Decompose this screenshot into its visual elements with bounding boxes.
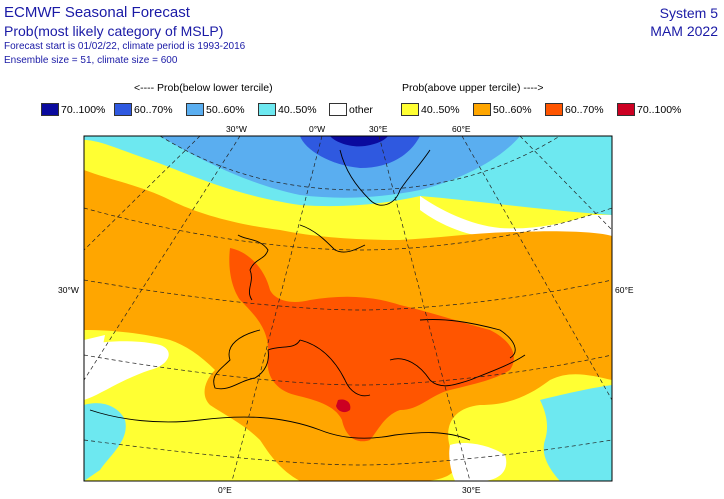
map-frame [83,135,613,482]
baltic-coast [299,224,366,253]
ensemble-info: Ensemble size = 51, climate size = 600 [4,55,178,66]
map-subtitle: Prob(most likely category of MSLP) [4,23,224,39]
legend-above-title: Prob(above upper tercile) ----> [402,82,544,94]
legend-label: 50..60% [206,103,245,116]
white-east-region [420,196,612,240]
lon-label-top: 30°W [226,124,247,134]
lon-label-top: 30°E [369,124,388,134]
title-block: ECMWF Seasonal Forecast Prob(most likely… [4,4,245,68]
latitude-line [159,135,561,191]
legend-item: 40..50% [401,103,460,116]
lon-label-top: 60°E [452,124,471,134]
longitude-line [231,135,323,482]
longitude-line [83,135,201,251]
cyan-se-region [540,385,612,481]
legend-item: 60..70% [545,103,604,116]
latitude-line [83,279,613,311]
system-label: System 5 [659,5,718,21]
legend-label: 70..100% [61,103,106,116]
color-legend: 70..100% 60..70% 50..60% 40..50% other 4… [0,103,724,117]
system-block: System 5 MAM 2022 [650,4,718,40]
legend-swatch [545,103,563,116]
legend-label: 40..50% [278,103,317,116]
lightblue-north-region [160,136,520,198]
graticule [83,135,613,482]
coastlines [89,149,526,441]
legend-swatch [41,103,59,116]
white-west-region [84,341,169,400]
turkey-coast [389,354,526,387]
legend-swatch [258,103,276,116]
legend-item: 50..60% [473,103,532,116]
legend-swatch [186,103,204,116]
lon-label-bottom: 0°E [218,485,232,495]
lat-label-left: 30°W [58,285,79,295]
darkred-spot [336,399,351,413]
legend-titles: <---- Prob(below lower tercile) Prob(abo… [0,82,724,96]
longitude-line [83,135,241,381]
forecast-info: Forecast start is 01/02/22, climate peri… [4,41,246,52]
lon-label-bottom: 30°E [462,485,481,495]
legend-label: 50..60% [493,103,532,116]
legend-swatch [114,103,132,116]
legend-item: 60..70% [114,103,173,116]
map-title: ECMWF Seasonal Forecast [4,4,190,21]
legend-item: other [329,103,373,116]
legend-below-title: <---- Prob(below lower tercile) [134,82,273,94]
legend-label: other [349,103,373,116]
legend-swatch [617,103,635,116]
legend-label: 60..70% [134,103,173,116]
iberia-coast [213,329,301,390]
season-label: MAM 2022 [650,23,718,39]
north-africa-coast [89,409,471,441]
legend-item: 50..60% [186,103,245,116]
legend-swatch [401,103,419,116]
red-orange-region [229,248,514,442]
lat-label-right: 60°E [615,285,634,295]
legend-swatch [329,103,347,116]
italy-coast [299,339,371,397]
latitude-line [83,207,613,251]
longitude-line [519,135,613,231]
longitude-line [378,135,471,482]
latitude-line [83,439,613,466]
white-south-region [449,443,507,481]
legend-item: 40..50% [258,103,317,116]
latitude-line [83,354,613,386]
blue-north-region [300,136,420,168]
cyan-sw-region [84,403,126,481]
legend-label: 70..100% [637,103,682,116]
british-isles-coast [237,234,269,301]
legend-label: 40..50% [421,103,460,116]
legend-item: 70..100% [617,103,681,116]
longitude-line [461,135,613,401]
legend-label: 60..70% [565,103,604,116]
darkblue-north-region [330,136,388,147]
legend-item: 70..100% [41,103,105,116]
lon-label-top: 0°W [309,124,326,134]
map-fill [84,136,612,481]
black-sea-coast [419,319,516,359]
legend-swatch [473,103,491,116]
scandinavia-coast [339,149,431,206]
